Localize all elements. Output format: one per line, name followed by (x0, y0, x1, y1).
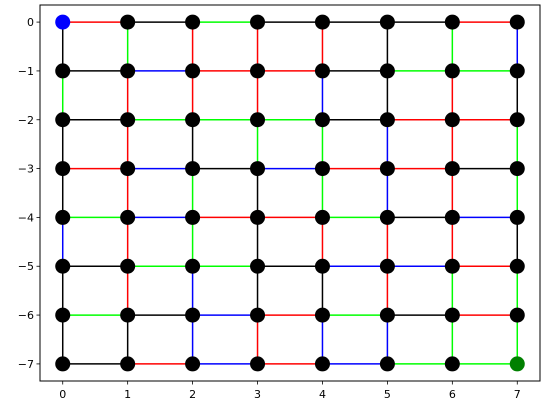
node-5-4 (379, 209, 395, 225)
node-6-1 (444, 63, 460, 79)
node-2-7 (185, 356, 201, 372)
node-3-2 (250, 112, 266, 128)
x-tick-label: 2 (189, 388, 196, 401)
node-2-1 (185, 63, 201, 79)
node-6-6 (444, 307, 460, 323)
node-1-0 (120, 14, 136, 30)
node-2-5 (185, 258, 201, 274)
y-tick-label: −6 (18, 309, 34, 322)
edges-layer (61, 21, 519, 365)
node-0-2 (55, 112, 71, 128)
nodes-layer (55, 14, 525, 372)
node-7-5 (509, 258, 525, 274)
y-tick-label: −3 (18, 163, 34, 176)
node-5-5 (379, 258, 395, 274)
x-tick-label: 6 (449, 388, 456, 401)
node-0-1 (55, 63, 71, 79)
node-7-0 (509, 14, 525, 30)
node-6-4 (444, 209, 460, 225)
y-tick-label: −4 (18, 211, 34, 224)
node-5-2 (379, 112, 395, 128)
node-6-5 (444, 258, 460, 274)
node-1-2 (120, 112, 136, 128)
node-3-6 (250, 307, 266, 323)
node-6-0 (444, 14, 460, 30)
node-6-7 (444, 356, 460, 372)
node-5-6 (379, 307, 395, 323)
node-3-4 (250, 209, 266, 225)
node-0-6 (55, 307, 71, 323)
node-4-4 (314, 209, 330, 225)
node-2-4 (185, 209, 201, 225)
node-1-1 (120, 63, 136, 79)
node-1-3 (120, 161, 136, 177)
node-4-1 (314, 63, 330, 79)
node-4-7 (314, 356, 330, 372)
node-5-0 (379, 14, 395, 30)
node-4-5 (314, 258, 330, 274)
node-2-3 (185, 161, 201, 177)
node-7-4 (509, 209, 525, 225)
node-5-7 (379, 356, 395, 372)
y-tick-label: −2 (18, 114, 34, 127)
x-tick-label: 5 (384, 388, 391, 401)
y-tick-label: −5 (18, 260, 34, 273)
node-1-5 (120, 258, 136, 274)
node-5-3 (379, 161, 395, 177)
y-axis: 0 −1 −2 −3 −4 −5 −6 −7 (18, 16, 40, 371)
node-4-0 (314, 14, 330, 30)
node-5-1 (379, 63, 395, 79)
node-2-0 (185, 14, 201, 30)
node-4-3 (314, 161, 330, 177)
y-tick-label: −1 (18, 65, 34, 78)
node-3-0 (250, 14, 266, 30)
goal-node (509, 356, 525, 372)
x-axis: 0 1 2 3 4 5 6 7 (59, 381, 521, 401)
node-3-7 (250, 356, 266, 372)
x-tick-label: 3 (254, 388, 261, 401)
node-7-6 (509, 307, 525, 323)
node-7-2 (509, 112, 525, 128)
start-node (55, 14, 71, 30)
node-3-1 (250, 63, 266, 79)
node-6-3 (444, 161, 460, 177)
node-7-1 (509, 63, 525, 79)
node-0-5 (55, 258, 71, 274)
node-0-4 (55, 209, 71, 225)
node-3-3 (250, 161, 266, 177)
x-tick-label: 1 (124, 388, 131, 401)
y-tick-label: −7 (18, 358, 34, 371)
node-0-7 (55, 356, 71, 372)
node-4-2 (314, 112, 330, 128)
node-1-4 (120, 209, 136, 225)
node-2-6 (185, 307, 201, 323)
node-4-6 (314, 307, 330, 323)
node-1-6 (120, 307, 136, 323)
x-tick-label: 4 (319, 388, 326, 401)
x-tick-label: 7 (514, 388, 521, 401)
node-7-3 (509, 161, 525, 177)
node-3-5 (250, 258, 266, 274)
node-1-7 (120, 356, 136, 372)
y-tick-label: 0 (27, 16, 34, 29)
axes-frame (39, 4, 541, 382)
node-2-2 (185, 112, 201, 128)
node-6-2 (444, 112, 460, 128)
node-0-3 (55, 161, 71, 177)
x-tick-label: 0 (59, 388, 66, 401)
